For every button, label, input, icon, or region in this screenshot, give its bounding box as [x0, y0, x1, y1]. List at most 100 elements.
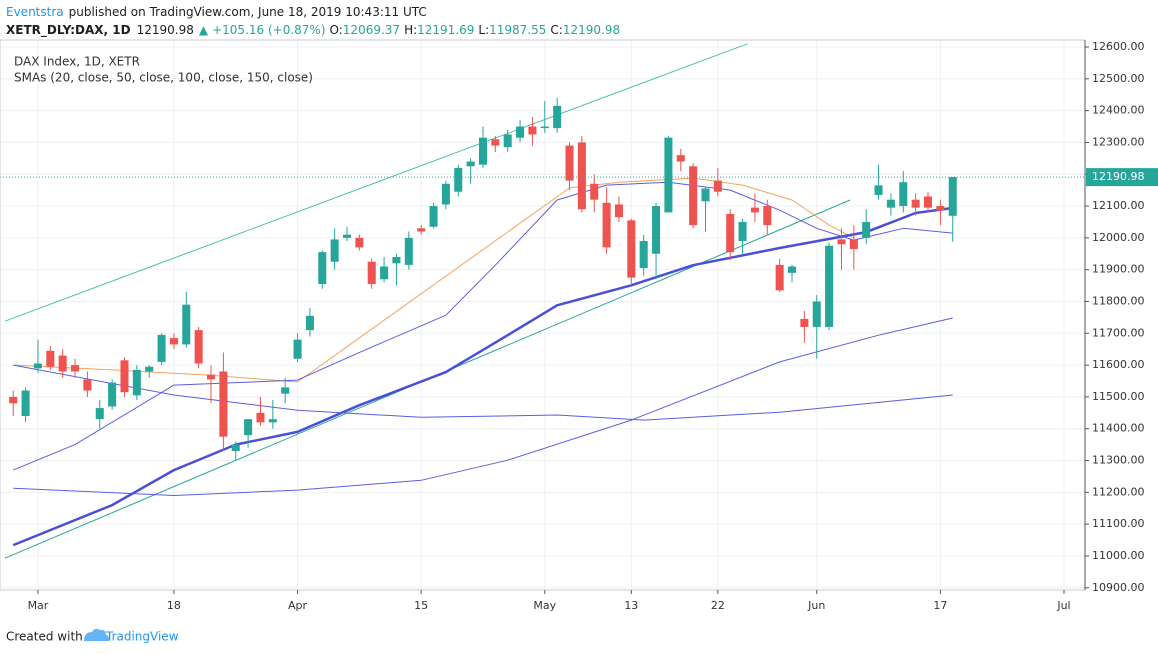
- candle-body: [763, 206, 772, 226]
- candle-body: [454, 167, 463, 192]
- candle-body: [441, 183, 450, 205]
- candle-body: [157, 334, 166, 362]
- candle-body: [516, 126, 525, 138]
- y-tick-label: 11700.00: [1092, 326, 1145, 339]
- candle-body: [886, 199, 895, 208]
- y-tick-label: 11800.00: [1092, 294, 1145, 307]
- x-tick-label: 22: [711, 599, 725, 612]
- x-tick-label: 13: [624, 599, 638, 612]
- y-tick-label: 11400.00: [1092, 422, 1145, 435]
- candle-body: [71, 365, 80, 372]
- candle-body: [145, 366, 154, 372]
- candle-body: [231, 444, 240, 451]
- candle-body: [936, 206, 945, 211]
- y-tick-label: 12100.00: [1092, 199, 1145, 212]
- candle-body: [392, 256, 401, 264]
- arrow: ▲: [199, 23, 209, 37]
- plot: [0, 43, 1085, 559]
- candle-body: [528, 126, 537, 135]
- candle-body: [738, 221, 747, 242]
- candle-body: [194, 330, 203, 364]
- y-tick-label: 11100.00: [1092, 517, 1145, 530]
- candle-body: [169, 338, 178, 345]
- candle-body: [874, 185, 883, 195]
- y-tick-label: 11900.00: [1092, 263, 1145, 276]
- candle-body: [750, 207, 759, 213]
- y-tick-label: 11200.00: [1092, 485, 1145, 498]
- candle-body: [182, 304, 191, 345]
- candle-body: [466, 161, 475, 167]
- candle-body: [281, 387, 290, 394]
- candle-body: [540, 126, 549, 129]
- candle-body: [380, 266, 389, 280]
- candle-body: [849, 239, 858, 249]
- grid: [0, 40, 1085, 590]
- x-tick-label: May: [533, 599, 556, 612]
- legend-title: DAX Index, 1D, XETR: [14, 55, 140, 69]
- candle-body: [800, 318, 809, 327]
- candle-body: [701, 188, 710, 202]
- candle-body: [219, 371, 228, 437]
- candle-body: [429, 206, 438, 227]
- axes: 10900.00 11000.00 11100.00 11200.00 11300.00…: [28, 40, 1158, 612]
- sma-line: [12, 206, 953, 547]
- candle-body: [602, 202, 611, 248]
- candle-body: [95, 408, 104, 420]
- y-tick-label: 11300.00: [1092, 454, 1145, 467]
- candle-body: [837, 239, 846, 245]
- close-value: 12190.98: [563, 23, 620, 37]
- candle-body: [577, 142, 586, 210]
- y-tick-label: 12600.00: [1092, 40, 1145, 53]
- candle-body: [812, 301, 821, 327]
- y-tick-label: 12300.00: [1092, 135, 1145, 148]
- y-tick-label: 11500.00: [1092, 390, 1145, 403]
- candle-body: [862, 221, 871, 238]
- last-price-box: [1086, 168, 1158, 187]
- close-label: C:: [550, 23, 562, 37]
- candle-body: [256, 412, 265, 423]
- candle-body: [713, 180, 722, 192]
- open-value: 12069.37: [343, 23, 400, 37]
- candle-body: [268, 419, 277, 423]
- legend-studies: SMAs (20, close, 50, close, 100, close, …: [14, 71, 313, 85]
- candle-body: [614, 204, 623, 218]
- author[interactable]: Eventstra: [6, 5, 64, 19]
- candle-body: [318, 252, 327, 284]
- candle-body: [923, 196, 933, 208]
- header-line: Eventstra published on TradingView.com, J…: [6, 5, 427, 19]
- candle-body: [330, 239, 339, 262]
- candle-body: [553, 105, 562, 129]
- x-tick-label: 18: [167, 599, 181, 612]
- candle-body: [404, 237, 413, 265]
- quote-line: XETR_DLY:DAX, 1D 12190.98 ▲ +105.16 (+0.87%…: [6, 23, 620, 38]
- change: +105.16 (+0.87%): [212, 23, 325, 37]
- y-tick-label: 11600.00: [1092, 358, 1145, 371]
- published: published on TradingView.com, June 18, 2…: [69, 5, 427, 19]
- candle-body: [948, 177, 957, 216]
- high-value: 12191.69: [417, 23, 474, 37]
- candle-body: [788, 266, 797, 273]
- candle-body: [355, 237, 364, 248]
- symbol: XETR_DLY:DAX, 1D: [6, 23, 131, 38]
- candle-body: [132, 369, 141, 396]
- footer-brand[interactable]: TradingView: [105, 630, 179, 644]
- candle-body: [342, 234, 352, 238]
- candle-body: [689, 166, 698, 226]
- y-tick-label: 12000.00: [1092, 231, 1145, 244]
- open-label: O:: [330, 23, 343, 37]
- sma-line: [13, 181, 953, 471]
- candle-body: [726, 214, 735, 253]
- candle-body: [775, 264, 784, 291]
- candle-body: [83, 379, 92, 391]
- candle-body: [478, 137, 487, 165]
- high-label: H:: [404, 23, 417, 37]
- y-tick-label: 12500.00: [1092, 72, 1145, 85]
- y-tick-label: 11000.00: [1092, 549, 1145, 562]
- candle-body: [417, 228, 426, 232]
- candle-body: [911, 199, 920, 208]
- sma-line: [13, 317, 953, 496]
- footer-created: Created with: [6, 630, 83, 644]
- y-tick-label: 12400.00: [1092, 104, 1145, 117]
